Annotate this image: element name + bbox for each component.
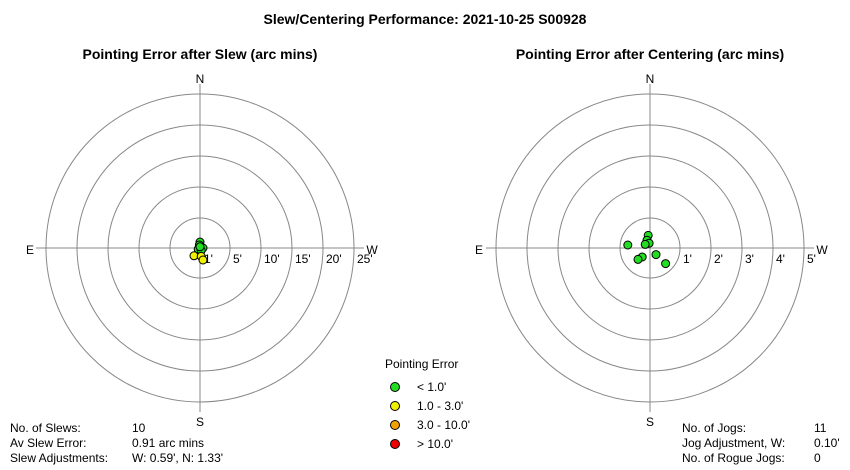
centering-error-polar-chart: Pointing Error after Centering (arc mins… xyxy=(475,46,828,429)
centering-south-label: S xyxy=(646,415,654,429)
slew-west-label: W xyxy=(366,243,378,257)
centering-error-point xyxy=(651,250,661,260)
legend-item-lt1: < 1.0' xyxy=(385,377,470,396)
centering-chart-title: Pointing Error after Centering (arc mins… xyxy=(516,46,784,62)
jog-stats: No. of Jogs: 11 Jog Adjustment, W: 0.10'… xyxy=(682,421,840,466)
slew-chart-title: Pointing Error after Slew (arc mins) xyxy=(83,46,318,62)
yellow-dot-icon xyxy=(390,400,400,411)
stat-value: 11 xyxy=(814,421,827,435)
slew-error-point xyxy=(195,242,205,252)
slew-ring-label: 25' xyxy=(357,252,373,266)
stat-value: 0.10' xyxy=(814,436,840,450)
stat-value: 0.91 arc mins xyxy=(132,436,205,450)
orange-dot-icon xyxy=(390,419,400,430)
centering-ring-label: 4' xyxy=(776,252,785,266)
legend-item-1to3: 1.0 - 3.0' xyxy=(385,396,470,415)
stat-row: Jog Adjustment, W: 0.10' xyxy=(682,436,840,451)
centering-west-label: W xyxy=(816,243,828,257)
stat-value: 0 xyxy=(814,451,821,465)
slew-ring-label: 15' xyxy=(295,252,311,266)
red-dot-icon xyxy=(390,438,400,449)
stat-value: 10 xyxy=(132,421,146,435)
legend-item-gt10: > 10.0' xyxy=(385,434,470,453)
stat-row: Slew Adjustments: W: 0.59', N: 1.33' xyxy=(10,451,223,466)
legend-label: > 10.0' xyxy=(417,436,453,451)
centering-ring-label: 3' xyxy=(745,252,754,266)
slew-ring-label: 5' xyxy=(233,252,242,266)
stat-value: W: 0.59', N: 1.33' xyxy=(132,451,224,465)
stat-label: Slew Adjustments: xyxy=(10,451,109,465)
slew-north-label: N xyxy=(196,72,205,86)
centering-ring-label: 2' xyxy=(714,252,723,266)
slew-error-polar-chart: Pointing Error after Slew (arc mins) N S… xyxy=(26,46,378,429)
legend-title: Pointing Error xyxy=(385,357,459,371)
pointing-error-legend: Pointing Error < 1.0' 1.0 - 3.0' 3.0 - 1… xyxy=(385,357,470,453)
stat-row: Av Slew Error: 0.91 arc mins xyxy=(10,436,223,451)
centering-error-point xyxy=(661,259,671,269)
slew-ring-label: 1' xyxy=(204,252,213,266)
stat-label: No. of Jogs: xyxy=(682,421,747,435)
legend-label: 1.0 - 3.0' xyxy=(417,398,464,413)
legend-item-3to10: 3.0 - 10.0' xyxy=(385,415,470,434)
legend-label: < 1.0' xyxy=(417,379,447,394)
slew-south-label: S xyxy=(196,415,204,429)
green-dot-icon xyxy=(390,381,400,392)
slew-stats: No. of Slews: 10 Av Slew Error: 0.91 arc… xyxy=(10,421,223,466)
centering-error-point xyxy=(623,240,633,250)
slew-east-label: E xyxy=(26,243,34,257)
legend-label: 3.0 - 10.0' xyxy=(417,417,470,432)
slew-error-point xyxy=(198,255,208,265)
slew-ring-label: 20' xyxy=(326,252,342,266)
stat-row: No. of Jogs: 11 xyxy=(682,421,840,436)
centering-ring-label: 5' xyxy=(807,252,816,266)
centering-error-point xyxy=(633,254,643,264)
stat-label: No. of Slews: xyxy=(10,421,81,435)
centering-east-label: E xyxy=(475,243,483,257)
stat-label: Jog Adjustment, W: xyxy=(682,436,786,450)
figure-title: Slew/Centering Performance: 2021-10-25 S… xyxy=(264,11,587,27)
centering-north-label: N xyxy=(646,72,655,86)
centering-ring-label: 1' xyxy=(683,252,692,266)
stat-label: Av Slew Error: xyxy=(10,436,87,450)
stat-row: No. of Rogue Jogs: 0 xyxy=(682,451,840,466)
stat-row: No. of Slews: 10 xyxy=(10,421,223,436)
slew-ring-label: 10' xyxy=(264,252,280,266)
centering-error-point xyxy=(640,239,650,249)
stat-label: No. of Rogue Jogs: xyxy=(682,451,785,465)
